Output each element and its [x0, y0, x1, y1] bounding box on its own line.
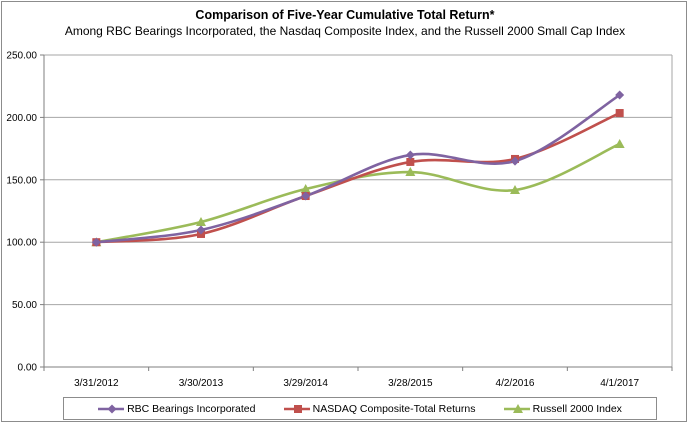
y-axis-labels: 0.00 50.00 100.00 150.00 200.00 250.00 — [6, 51, 37, 374]
data-point-rbc-bearings-incorporated — [196, 225, 206, 235]
data-point-russell-2000-index — [300, 184, 311, 194]
x-tick-label: 3/30/2013 — [179, 378, 224, 389]
chart-title: Comparison of Five-Year Cumulative Total… — [195, 8, 495, 22]
data-point-rbc-bearings-incorporated — [615, 90, 625, 100]
x-axis-labels: 3/31/2012 3/30/2013 3/29/2014 3/28/2015 4/2/… — [74, 378, 639, 389]
x-tick-label: 4/2/2016 — [496, 378, 535, 389]
data-point-rbc-bearings-incorporated — [301, 191, 311, 201]
legend-label: Russell 2000 Index — [532, 402, 622, 415]
data-point-rbc-bearings-incorporated — [510, 156, 520, 166]
data-point-rbc-bearings-incorporated — [91, 237, 101, 247]
y-tick-label: 150.00 — [6, 175, 37, 186]
data-point-russell-2000-index — [196, 216, 206, 226]
legend-marker — [107, 404, 117, 413]
series-markers — [91, 90, 625, 247]
y-tick-label: 100.00 — [6, 238, 37, 249]
data-point-nasdaq-composite-total-returns — [406, 157, 415, 166]
x-tick-label: 3/29/2014 — [283, 378, 328, 389]
legend-item: RBC Bearings Incorporated — [98, 403, 255, 415]
legend-item: NASDAQ Composite-Total Returns — [283, 402, 476, 415]
y-tick-label: 200.00 — [6, 113, 37, 124]
legend-marker — [293, 404, 302, 413]
legend-swatch-square — [283, 404, 310, 413]
gridlines — [44, 54, 673, 367]
series-lines — [96, 93, 621, 244]
legend: RBC Bearings Incorporated NASDAQ Composit… — [63, 397, 657, 420]
legend-swatch-diamond — [98, 404, 125, 413]
data-point-russell-2000-index — [614, 138, 625, 148]
axes — [40, 54, 673, 371]
x-tick-label: 4/1/2017 — [600, 378, 639, 389]
legend-label: NASDAQ Composite-Total Returns — [312, 402, 476, 415]
legend-swatch-triangle — [503, 403, 530, 413]
x-tick-label: 3/28/2015 — [388, 378, 433, 389]
x-tick-label: 3/31/2012 — [74, 378, 119, 389]
series-line-rbc-bearings-incorporated — [96, 93, 621, 244]
legend-item: Russell 2000 Index — [503, 402, 622, 415]
y-tick-label: 50.00 — [12, 300, 37, 311]
chart-subtitle: Among RBC Bearings Incorporated, the Nas… — [64, 24, 626, 38]
y-tick-label: 250.00 — [6, 51, 37, 62]
y-tick-label: 0.00 — [18, 363, 38, 374]
data-point-russell-2000-index — [510, 185, 520, 195]
series-line-russell-2000-index — [96, 142, 621, 244]
legend-label: RBC Bearings Incorporated — [127, 402, 256, 415]
data-point-russell-2000-index — [405, 167, 416, 177]
legend-marker — [512, 403, 523, 413]
data-point-nasdaq-composite-total-returns — [615, 109, 624, 118]
series-line-nasdaq-composite-total-returns — [96, 111, 621, 244]
data-point-rbc-bearings-incorporated — [405, 150, 415, 160]
